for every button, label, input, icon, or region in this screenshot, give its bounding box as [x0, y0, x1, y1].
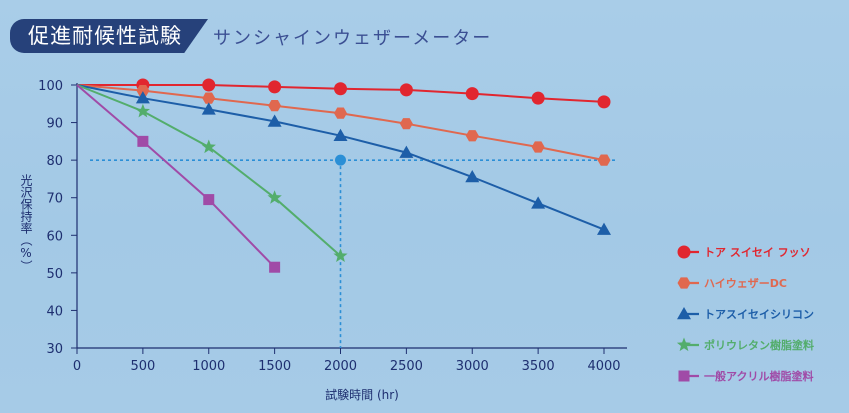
- y-tick-label: 60: [46, 229, 63, 244]
- data-point-series-4: [333, 248, 348, 262]
- data-point-series-1: [334, 82, 347, 96]
- legend-marker: [677, 276, 691, 289]
- data-point-series-2: [268, 100, 282, 112]
- series-line-5: [76, 84, 276, 268]
- data-point-series-1: [465, 87, 479, 101]
- data-point-series-4: [135, 103, 150, 118]
- legend-marker-circle: [677, 245, 699, 258]
- legend-label: 一般アクリル樹脂塗料: [704, 369, 814, 383]
- data-point-series-5: [269, 261, 281, 273]
- series-line-2: [76, 84, 605, 162]
- data-point-series-2: [399, 118, 413, 130]
- data-point-series-4: [267, 190, 282, 204]
- x-tick-label: 1000: [192, 359, 225, 374]
- data-point-series-3: [597, 222, 611, 235]
- data-point-series-2: [334, 107, 347, 119]
- data-point-series-3: [333, 128, 348, 141]
- data-point-series-5: [203, 194, 215, 206]
- data-point-series-1: [531, 91, 545, 105]
- page-title: 促進耐候性試験: [28, 24, 182, 48]
- x-tick-label: 4000: [587, 359, 620, 374]
- legend-label: ポリウレタン樹脂塗料: [704, 338, 814, 352]
- data-point-series-3: [531, 196, 546, 209]
- data-point-series-2: [465, 130, 479, 142]
- legend-label: トアスイセイシリコン: [704, 307, 814, 321]
- y-tick-label: 100: [38, 79, 63, 94]
- x-tick-label: 2500: [390, 359, 423, 374]
- x-tick-label: 3000: [456, 359, 489, 374]
- data-point-series-4: [201, 139, 216, 154]
- legend-label: トア スイセイ フッソ: [704, 245, 811, 259]
- data-point-series-1: [399, 83, 413, 97]
- data-point-series-1: [202, 78, 216, 92]
- title-banner: 促進耐候性試験: [10, 19, 208, 53]
- data-point-series-5: [137, 135, 149, 147]
- data-point-series-3: [399, 145, 414, 158]
- legend-marker-star: [676, 337, 699, 351]
- y-axis-title: 光沢保持率（%）: [19, 174, 33, 272]
- legend-marker: [677, 306, 691, 319]
- y-tick-label: 70: [46, 192, 63, 207]
- chart-legend: トア スイセイ フッソ ハイウェザーDC トアスイセイシリコン ポリウレタン樹脂塗料一…: [676, 236, 814, 391]
- y-tick-label: 30: [46, 342, 63, 357]
- data-point-series-3: [267, 114, 282, 127]
- legend-marker-hexagon: [677, 276, 699, 289]
- data-point-series-2: [136, 85, 150, 97]
- legend-marker: [676, 337, 692, 351]
- data-point-series-2: [202, 92, 216, 104]
- data-point-series-3: [135, 91, 150, 104]
- legend-marker-square: [678, 370, 699, 381]
- legend-item-1: トア スイセイ フッソ: [676, 236, 814, 267]
- data-point-series-2: [531, 141, 545, 153]
- legend-label: ハイウェザーDC: [704, 276, 787, 290]
- data-point-series-3: [201, 102, 216, 115]
- x-tick-label: 0: [73, 359, 81, 374]
- x-tick-label: 3500: [522, 359, 555, 374]
- data-point-series-2: [597, 154, 611, 166]
- x-axis-title: 試験時間 (hr): [325, 387, 399, 402]
- legend-item-3: トアスイセイシリコン: [676, 298, 814, 329]
- y-tick-label: 40: [46, 304, 63, 319]
- x-tick-label: 500: [130, 359, 155, 374]
- reference-point: [335, 154, 346, 166]
- legend-marker-triangle: [677, 306, 699, 319]
- y-tick-label: 90: [46, 117, 63, 132]
- legend-item-2: ハイウェザーDC: [676, 267, 814, 298]
- legend-item-5: 一般アクリル樹脂塗料: [676, 360, 814, 391]
- y-tick-label: 50: [46, 267, 63, 282]
- legend-marker: [678, 370, 690, 381]
- legend-marker: [677, 245, 691, 258]
- data-point-series-3: [465, 170, 480, 183]
- data-point-series-1: [597, 95, 611, 109]
- y-tick-label: 80: [46, 154, 63, 169]
- x-tick-label: 1500: [258, 359, 291, 374]
- legend-item-4: ポリウレタン樹脂塗料: [676, 329, 814, 360]
- data-point-series-1: [268, 80, 282, 94]
- x-tick-label: 2000: [324, 359, 357, 374]
- page-subtitle: サンシャインウェザーメーター: [213, 28, 493, 49]
